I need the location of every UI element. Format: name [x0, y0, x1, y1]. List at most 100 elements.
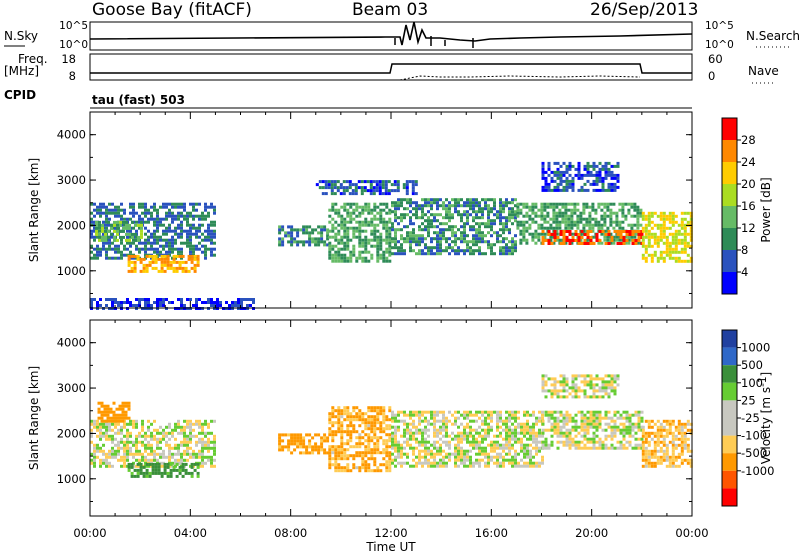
power-cell: [409, 222, 412, 226]
power-cell: [397, 201, 400, 205]
power-cell: [647, 235, 651, 239]
velocity-cell: [196, 474, 200, 478]
power-cell: [460, 213, 463, 217]
velocity-cell: [583, 419, 587, 423]
velocity-cell: [102, 434, 105, 438]
velocity-cell: [571, 389, 575, 393]
velocity-cell: [293, 436, 297, 440]
power-cell: [427, 252, 430, 256]
velocity-cell: [637, 422, 641, 426]
velocity-cell: [118, 413, 122, 417]
velocity-cell: [616, 410, 620, 414]
power-cell: [475, 240, 478, 244]
power-cell: [621, 211, 625, 215]
velocity-cell: [120, 425, 123, 429]
velocity-cell: [106, 404, 110, 408]
velocity-cell: [394, 443, 397, 447]
power-cell: [565, 236, 569, 239]
power-cell: [633, 205, 637, 209]
velocity-cell: [147, 428, 150, 432]
velocity-cell: [647, 431, 651, 435]
power-cell: [541, 176, 545, 180]
power-cell: [135, 220, 138, 224]
velocity-cell: [677, 419, 681, 423]
power-cell: [496, 234, 499, 238]
power-cell: [433, 237, 436, 241]
velocity-cell: [553, 416, 557, 420]
velocity-cell: [562, 413, 566, 417]
velocity-cell: [574, 395, 578, 399]
power-cell: [671, 211, 675, 215]
velocity-cell: [487, 443, 490, 447]
power-cell: [463, 213, 466, 217]
velocity-cell: [171, 455, 174, 459]
velocity-cell: [604, 389, 608, 393]
power-cell: [525, 205, 529, 209]
power-cell: [595, 170, 599, 174]
velocity-cell: [583, 428, 587, 432]
power-cell: [631, 230, 635, 233]
power-cell: [162, 247, 165, 251]
power-cell: [201, 211, 204, 215]
power-cell: [445, 228, 448, 232]
velocity-cell: [317, 445, 321, 449]
velocity-cell: [523, 413, 526, 417]
velocity-cell: [213, 464, 216, 468]
velocity-cell: [496, 440, 499, 444]
power-cell: [549, 223, 553, 227]
power-cell: [659, 214, 663, 218]
power-cell: [490, 252, 493, 256]
power-cell: [403, 198, 406, 202]
velocity-cell: [201, 428, 204, 432]
velocity-cell: [562, 422, 566, 426]
power-cell: [641, 217, 645, 221]
velocity-cell: [331, 415, 335, 419]
velocity-cell: [644, 461, 648, 465]
velocity-cell: [186, 437, 189, 441]
power-cell: [582, 217, 586, 221]
power-cell: [454, 231, 457, 235]
velocity-cell: [207, 440, 210, 444]
velocity-cell: [403, 428, 406, 432]
velocity-cell: [514, 431, 517, 435]
power-cell: [165, 232, 168, 236]
power-cell: [610, 188, 614, 192]
velocity-cell: [409, 464, 412, 468]
velocity-cell: [496, 458, 499, 462]
velocity-cell: [589, 377, 593, 381]
power-cell: [433, 231, 436, 235]
power-cell: [400, 243, 403, 247]
velocity-cell: [111, 434, 114, 438]
nsearch-label: N.Search: [746, 29, 800, 43]
power-cell: [119, 223, 122, 227]
power-cell: [198, 226, 201, 230]
power-cell: [511, 237, 514, 241]
velocity-cell: [114, 449, 117, 453]
velocity-cell: [117, 428, 120, 432]
power-cell: [405, 183, 409, 187]
velocity-cell: [430, 461, 433, 465]
power-cell: [108, 241, 111, 245]
velocity-cell: [445, 425, 448, 429]
power-cell: [177, 250, 180, 254]
power-cell: [540, 226, 544, 230]
velocity-cell: [619, 443, 623, 447]
power-cell: [138, 304, 141, 307]
power-cell: [653, 211, 657, 215]
power-cell: [406, 234, 409, 238]
power-cell: [360, 192, 364, 196]
power-cell: [352, 244, 356, 248]
power-cell: [553, 161, 557, 165]
y-tick-label: 2000: [57, 426, 86, 440]
velocity-cell: [145, 471, 149, 475]
velocity-cell: [433, 434, 436, 438]
velocity-cell: [427, 419, 430, 423]
power-cell: [647, 211, 651, 215]
power-cell: [585, 238, 589, 242]
velocity-cell: [472, 434, 475, 438]
velocity-cell: [604, 437, 608, 441]
velocity-cell: [346, 454, 350, 458]
power-cell: [132, 241, 135, 245]
power-cell: [237, 301, 240, 304]
velocity-cell: [514, 461, 517, 465]
